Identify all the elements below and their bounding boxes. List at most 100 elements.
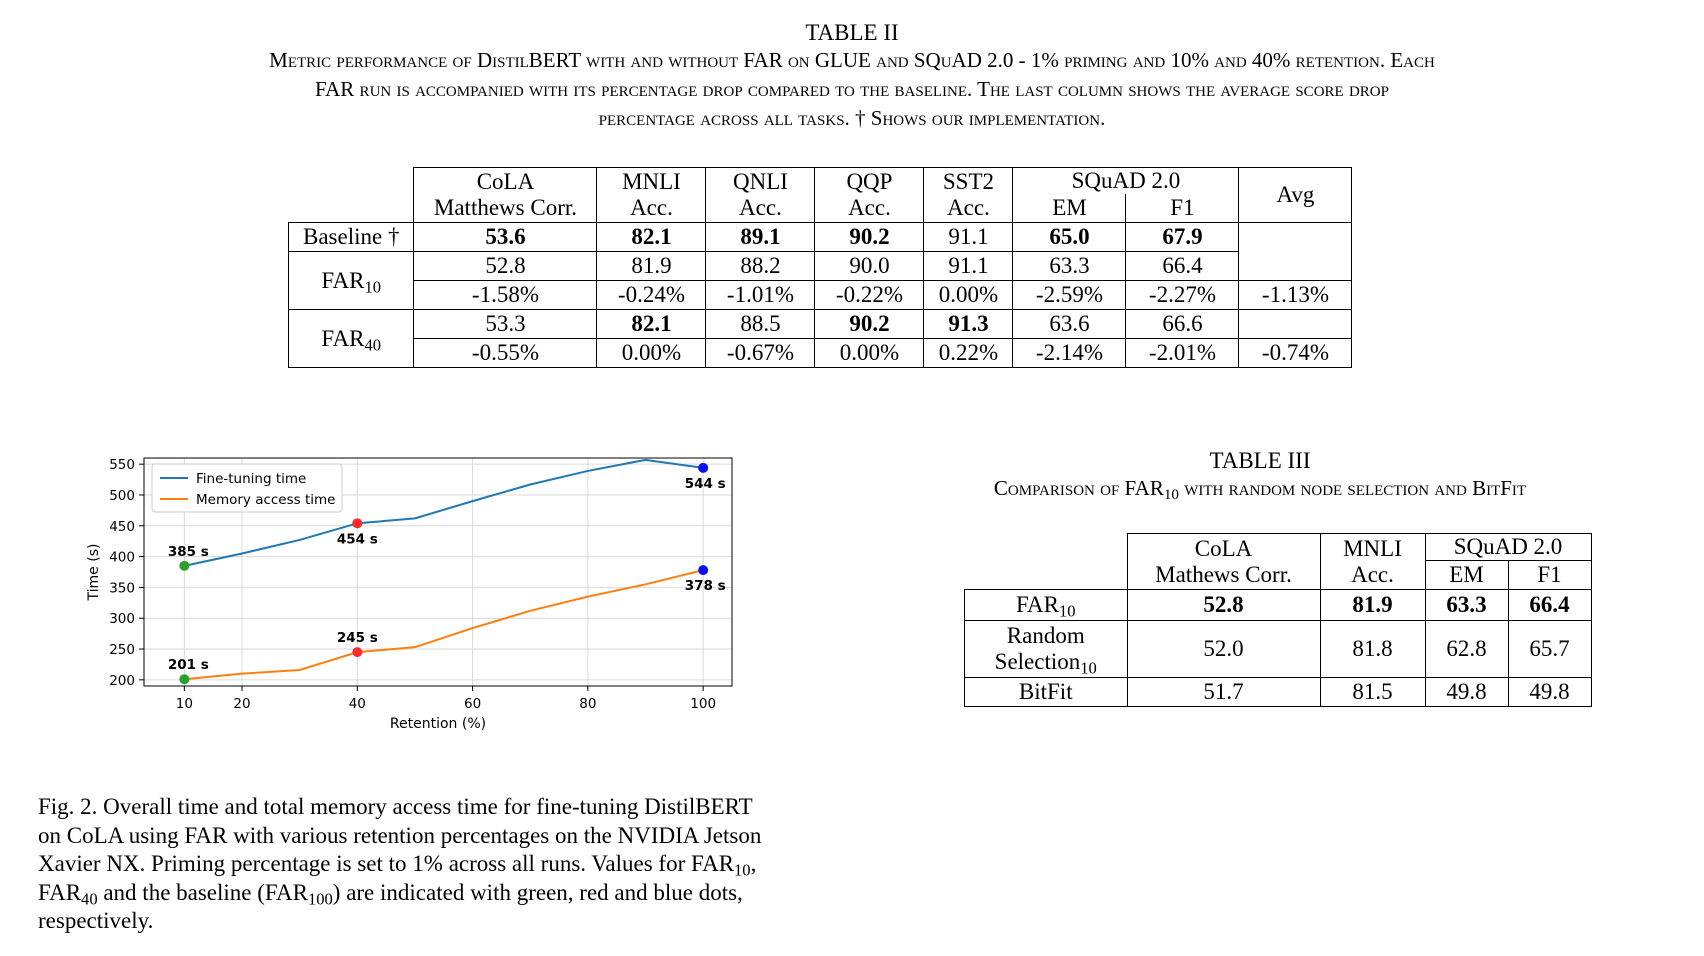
table3-header-f1: F1 (1508, 560, 1592, 590)
legend-entry: Fine-tuning time (196, 471, 306, 487)
row-label-sub: 10 (1059, 601, 1076, 621)
chart-series (184, 458, 704, 681)
table3-corner (965, 534, 1128, 590)
y-tick-label: 450 (109, 519, 135, 535)
row-label-text: Selection10 (971, 649, 1121, 678)
table3-header-em: EM (1424, 560, 1509, 590)
table-cell: 62.8 (1424, 620, 1509, 678)
table-cell: 91.1 (923, 222, 1014, 252)
table-cell: -1.58% (413, 280, 598, 310)
x-tick-label: 100 (690, 696, 716, 712)
table-cell: 82.1 (596, 309, 707, 339)
row-label-baseline: Baseline † (287, 222, 415, 252)
data-label: 378 s (685, 578, 726, 594)
table2-header-squad: SQuAD 2.0 (1012, 167, 1240, 194)
chart-legend: Fine-tuning time Memory access time (151, 463, 343, 513)
caption-text: Xavier NX. Priming percentage is set to … (38, 851, 735, 876)
data-label: 544 s (685, 476, 726, 492)
table-cell: 88.2 (705, 251, 816, 281)
figure2-caption: Fig. 2. Overall time and total memory ac… (38, 793, 858, 936)
table-cell: 63.3 (1012, 251, 1127, 281)
caption-line: FAR40 and the baseline (FAR100) are indi… (38, 879, 858, 908)
table2-header-qnli: QNLI Acc. (705, 167, 816, 223)
row-label-text: FAR (321, 267, 365, 293)
y-tick-label: 350 (109, 580, 135, 596)
caption-sub: 100 (307, 889, 333, 909)
table-cell: 81.9 (596, 251, 707, 281)
table-cell: 88.5 (705, 309, 816, 339)
table3-caption: Comparison of FAR10 with random node sel… (850, 476, 1670, 504)
header-name: MNLI (1343, 535, 1402, 561)
header-name: CoLA (1194, 535, 1253, 561)
y-tick-label: 550 (109, 457, 135, 473)
data-point-marker (179, 560, 190, 571)
table-row: Baseline † 53.6 82.1 89.1 90.2 91.1 65.0… (287, 222, 1353, 281)
table-cell: 81.5 (1319, 677, 1426, 707)
x-axis: 10 20 40 60 80 100 (176, 686, 716, 712)
table-cell: 66.4 (1507, 589, 1592, 621)
header-metric: Mathews Corr. (1155, 561, 1292, 587)
row-label-sub: 40 (364, 335, 382, 355)
figure2-chart: 10 20 40 60 80 100 200 250 300 350 400 450 500 550 3… (86, 457, 733, 732)
table-cell: 90.2 (814, 222, 925, 252)
x-tick-label: 80 (579, 696, 596, 712)
table-cell: 52.0 (1126, 620, 1321, 678)
table2-caption: Metric performance of DistilBERT with an… (30, 46, 1674, 133)
table-cell: 53.3 (413, 309, 598, 339)
row-label-sub: 10 (1080, 658, 1097, 678)
table2-header-mnli: MNLI Acc. (596, 167, 707, 223)
header-metric: Matthews Corr. (433, 195, 577, 220)
y-tick-label: 400 (109, 550, 135, 566)
table-cell: 52.8 (413, 251, 598, 281)
table-cell: 67.9 (1125, 222, 1240, 252)
table2-header-em: EM (1012, 194, 1127, 223)
x-tick-label: 20 (233, 696, 250, 712)
series-line-memory-access (184, 569, 704, 681)
data-label: 201 s (168, 657, 209, 673)
row-label-text: FAR (1015, 592, 1059, 617)
y-tick-label: 200 (109, 673, 135, 689)
row-label-random-selection: Random Selection10 (964, 620, 1128, 678)
table-cell-avg: -1.13% (1238, 280, 1353, 310)
caption-text: FAR (38, 879, 82, 905)
table-cell: 52.8 (1126, 589, 1321, 621)
table-cell: 90.2 (814, 309, 925, 339)
data-label: 454 s (337, 531, 378, 547)
table-cell: -2.59% (1012, 280, 1127, 310)
data-point-marker (179, 674, 190, 685)
header-metric: Acc. (848, 195, 891, 220)
caption-text: and the baseline (FAR (97, 879, 308, 905)
table-cell: 91.1 (923, 251, 1014, 281)
table2: CoLA Matthews Corr. MNLI Acc. QNLI Acc. … (287, 167, 1353, 368)
x-axis-label: Retention (%) (390, 716, 486, 732)
table-row: FAR40 53.3 82.1 88.5 90.2 91.3 63.6 66.6 (287, 309, 1353, 368)
table2-header-cola: CoLA Matthews Corr. (413, 167, 598, 223)
table-cell: 66.4 (1125, 251, 1240, 281)
caption-sub: 40 (81, 889, 98, 909)
legend-box (151, 463, 343, 513)
chart-markers: 385 s 454 s 544 s 201 s 245 s 378 s (168, 462, 726, 685)
row-label-bitfit: BitFit (964, 677, 1128, 707)
data-point-marker (352, 518, 363, 529)
data-label: 385 s (168, 544, 209, 560)
table-cell: 65.7 (1507, 620, 1592, 678)
table2-header-f1: F1 (1125, 194, 1240, 223)
table-cell: 0.22% (923, 338, 1014, 368)
caption-sub: 10 (1163, 487, 1179, 504)
table-cell: -1.01% (705, 280, 816, 310)
header-name: QNLI (732, 169, 788, 194)
table-cell: 82.1 (596, 222, 707, 252)
table2-header-qqp: QQP Acc. (814, 167, 925, 223)
data-point-marker (698, 565, 709, 576)
header-name: SST2 (942, 169, 995, 194)
caption-text: with random node selection and BitFit (1178, 476, 1527, 500)
table-row: -1.58% -0.24% -1.01% -0.22% 0.00% -2.59%… (289, 280, 1353, 310)
table-row: Random Selection10 52.0 81.8 62.8 65.7 (964, 620, 1592, 678)
table-cell: -2.14% (1012, 338, 1127, 368)
table-cell: 81.8 (1319, 620, 1426, 678)
table-cell-avg: -0.74% (1238, 338, 1353, 368)
caption-line: on CoLA using FAR with various retention… (38, 822, 762, 848)
y-axis-label: Time (s) (86, 544, 102, 602)
legend-entry: Memory access time (196, 492, 335, 508)
table-cell: 0.00% (923, 280, 1014, 310)
